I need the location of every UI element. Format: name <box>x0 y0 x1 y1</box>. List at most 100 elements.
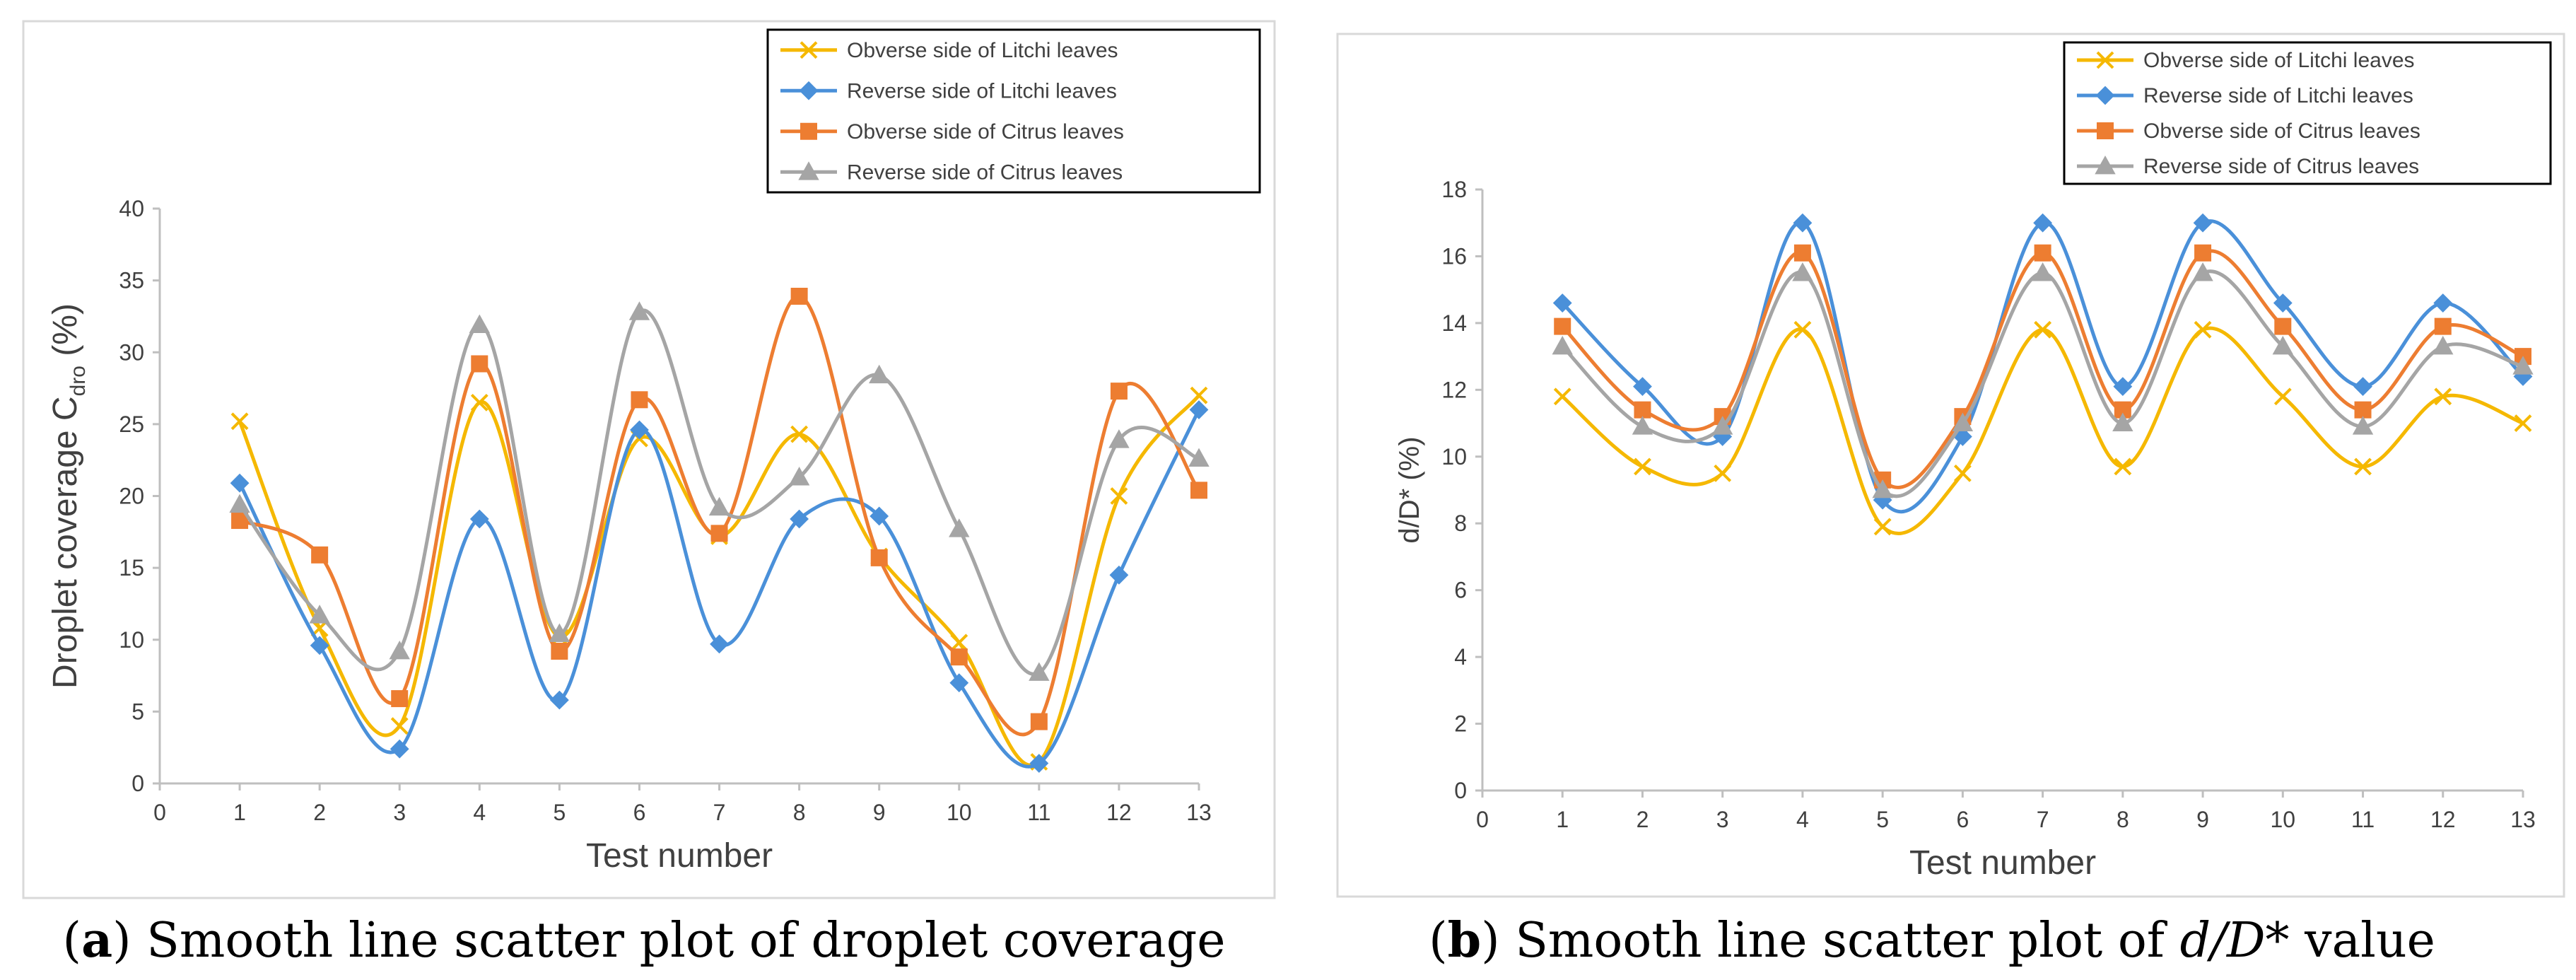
data-point <box>950 634 968 652</box>
x-tick-label: 13 <box>2510 807 2536 832</box>
y-tick-label: 0 <box>131 771 144 796</box>
caption-a-letter: a <box>81 912 113 969</box>
data-point <box>389 640 410 660</box>
x-tick-label: 3 <box>393 800 406 825</box>
caption-b-math: d/D* <box>2179 913 2290 969</box>
data-point <box>310 636 329 655</box>
x-tick-label: 1 <box>1556 807 1569 832</box>
data-point <box>2514 414 2532 432</box>
data-point <box>1793 213 1813 233</box>
data-point <box>790 425 809 443</box>
caption-b-letter: b <box>1447 912 1482 969</box>
y-tick-label: 18 <box>1441 177 1467 202</box>
x-tick-label: 7 <box>713 800 726 825</box>
x-tick-label: 0 <box>153 800 166 825</box>
data-point <box>630 420 649 440</box>
legend-swatch-marker <box>798 161 819 180</box>
data-point <box>631 391 648 409</box>
x-tick-label: 5 <box>553 800 566 825</box>
data-point <box>2434 317 2452 335</box>
data-point <box>551 643 568 660</box>
data-point <box>1714 464 1732 482</box>
data-point <box>1633 377 1652 397</box>
data-point <box>2273 293 2293 313</box>
data-point <box>471 355 488 373</box>
data-point <box>2193 213 2213 233</box>
data-point <box>949 518 970 537</box>
legend-item: Obverse side of Litchi leaves <box>2077 49 2415 72</box>
legend-swatch-marker <box>800 41 818 59</box>
data-point <box>1711 416 1733 435</box>
data-point <box>1030 713 1048 730</box>
y-tick-label: 25 <box>119 412 144 437</box>
data-point <box>2432 335 2454 355</box>
x-axis-title: Test number <box>1909 844 2096 882</box>
data-point <box>390 739 409 759</box>
y-tick-label: 30 <box>119 339 144 365</box>
y-axis-title-unit: (%) <box>47 303 84 366</box>
legend-label: Reverse side of Citrus leaves <box>2143 155 2419 178</box>
x-axis-title: Test number <box>586 837 773 875</box>
legend-label: Reverse side of Litchi leaves <box>2143 84 2413 107</box>
data-point <box>309 605 330 624</box>
data-point <box>2512 356 2534 375</box>
series-line <box>1561 249 2524 489</box>
data-point <box>390 717 409 735</box>
y-axis-title-label: Droplet coverage <box>47 421 84 689</box>
x-tick-label: 9 <box>2196 807 2209 832</box>
series-4 <box>229 301 1210 681</box>
y-tick-label: 10 <box>119 627 144 653</box>
data-point <box>391 690 409 708</box>
x-tick-label: 12 <box>2430 807 2456 832</box>
data-point <box>2272 335 2294 355</box>
data-point <box>1873 518 1892 536</box>
data-point <box>2354 457 2372 476</box>
x-tick-label: 11 <box>2351 807 2375 832</box>
data-point <box>788 467 810 486</box>
x-tick-label: 6 <box>1956 807 1969 832</box>
series-4 <box>1552 262 2534 498</box>
data-point <box>1632 416 1653 435</box>
data-point <box>870 549 888 566</box>
legend-label: Reverse side of Citrus leaves <box>847 161 1123 184</box>
data-point <box>1792 262 1813 281</box>
x-tick-label: 1 <box>233 800 246 825</box>
caption-a-text: Smooth line scatter plot of droplet cove… <box>146 913 1226 969</box>
y-axis-title-unit: (%) <box>1394 436 1425 480</box>
data-point <box>229 494 250 513</box>
data-point <box>1029 662 1050 681</box>
x-tick-label: 10 <box>947 800 972 825</box>
y-tick-label: 0 <box>1454 778 1467 803</box>
data-point <box>2354 401 2372 419</box>
data-point <box>1872 479 1893 498</box>
y-tick-label: 6 <box>1454 578 1467 603</box>
legend-item: Reverse side of Citrus leaves <box>2077 155 2419 178</box>
x-tick-label: 0 <box>1476 807 1489 832</box>
series-3 <box>1554 244 2531 489</box>
series-1 <box>1553 320 2532 536</box>
x-tick-label: 12 <box>1106 800 1132 825</box>
data-point <box>470 393 488 412</box>
legend-box <box>766 28 1261 194</box>
data-point <box>549 623 570 643</box>
data-point <box>868 364 890 384</box>
x-tick-label: 9 <box>873 800 886 825</box>
x-tick-label: 7 <box>2037 807 2049 832</box>
data-point <box>2352 416 2374 435</box>
caption-b-suffix: value <box>2305 913 2435 969</box>
y-axis-title-symbol: C <box>47 396 84 421</box>
data-point <box>628 301 650 320</box>
y-tick-label: 35 <box>119 268 144 293</box>
data-point <box>469 509 489 529</box>
data-point <box>2273 387 2292 406</box>
y-tick-label: 16 <box>1441 243 1467 269</box>
caption-a: (a) Smooth line scatter plot of droplet … <box>62 912 1226 969</box>
data-point <box>1110 487 1128 505</box>
data-point <box>1109 565 1129 585</box>
legend-swatch-marker <box>2097 122 2114 139</box>
data-point <box>1552 293 1572 313</box>
caption-b: (b) Smooth line scatter plot of d/D* val… <box>1429 912 2435 969</box>
legend-item: Reverse side of Litchi leaves <box>2077 84 2413 107</box>
legend-swatch-marker <box>2095 155 2116 175</box>
